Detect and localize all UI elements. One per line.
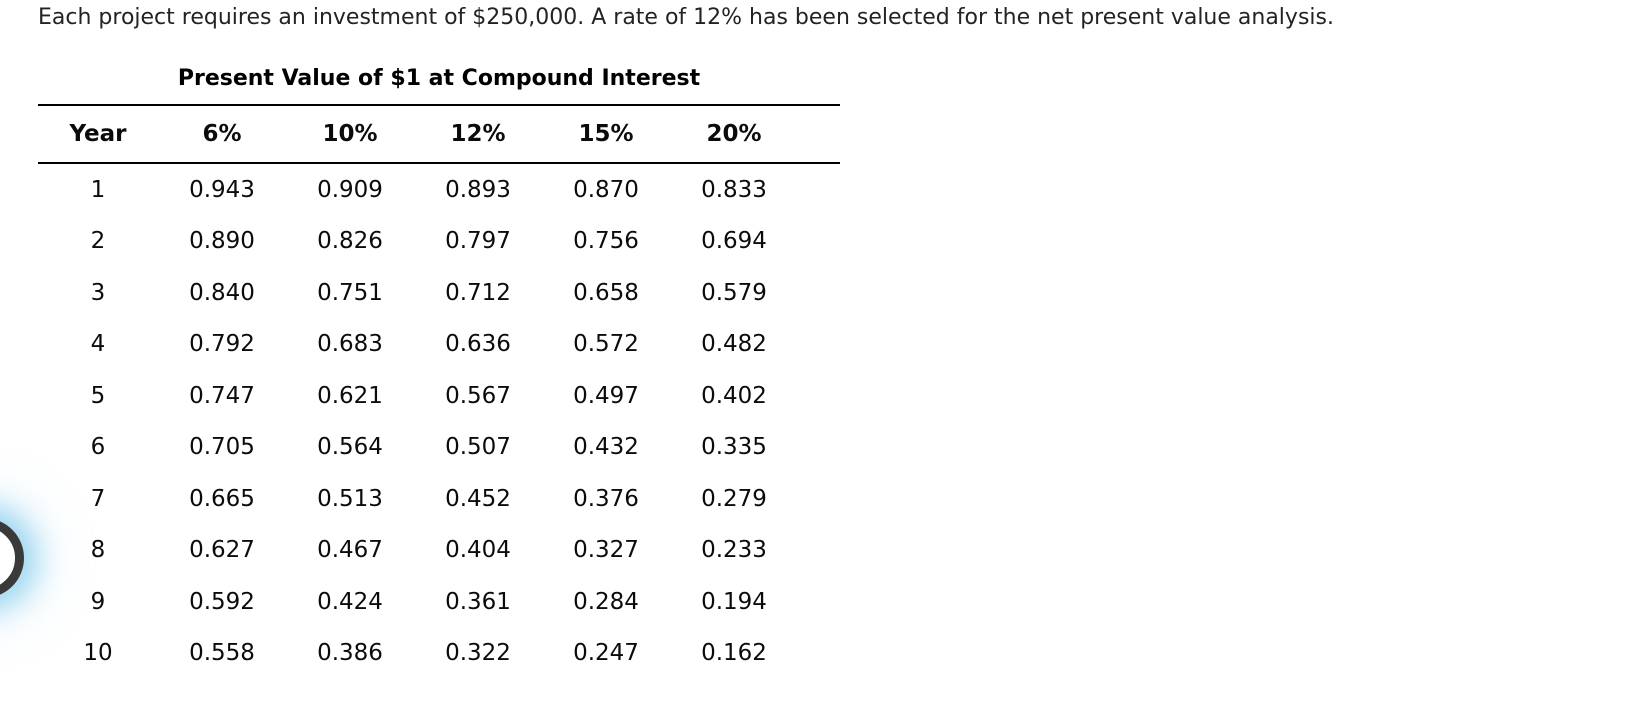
pv-cell: 0.694 [701,228,767,255]
spacer-cell [798,267,840,319]
pv-cell: 0.361 [445,588,511,615]
pv-cell: 0.507 [445,434,511,461]
pv-cell: 0.513 [317,485,383,512]
table-row: 7 0.665 0.513 0.452 0.376 0.279 [38,473,840,525]
cursor-halo-ring-icon [0,518,24,598]
pv-cell: 0.233 [701,537,767,564]
pv-cell: 0.665 [189,485,255,512]
spacer-cell [798,370,840,422]
spacer-cell [798,216,840,268]
present-value-table: Year 6% 10% 12% 15% 20% 1 0.943 0.909 0.… [38,104,840,679]
spacer-cell [798,422,840,474]
year-cell: 3 [90,279,106,306]
pv-cell: 0.194 [701,588,767,615]
year-cell: 1 [90,176,106,203]
pv-cell: 0.870 [573,176,639,203]
spacer-cell [798,628,840,680]
year-cell: 4 [90,331,106,358]
table-row: 3 0.840 0.751 0.712 0.658 0.579 [38,267,840,319]
year-cell: 7 [90,485,106,512]
year-cell: 2 [90,228,106,255]
column-header-year: Year [38,104,158,164]
pv-cell: 0.376 [573,485,639,512]
pv-cell: 0.751 [317,279,383,306]
pv-cell: 0.572 [573,331,639,358]
pv-cell: 0.943 [189,176,255,203]
spacer-cell [798,576,840,628]
pv-cell: 0.322 [445,640,511,667]
intro-text: Each project requires an investment of $… [38,5,1334,30]
pv-cell: 0.658 [573,279,639,306]
year-cell: 8 [90,537,106,564]
present-value-table-section: Present Value of $1 at Compound Interest… [38,58,840,679]
spacer-cell [798,104,840,164]
pv-cell: 0.833 [701,176,767,203]
pv-cell: 0.567 [445,382,511,409]
table-row: 1 0.943 0.909 0.893 0.870 0.833 [38,163,840,216]
pv-cell: 0.279 [701,485,767,512]
spacer-cell [798,319,840,371]
column-header-12pct: 12% [414,104,542,164]
pv-cell: 0.592 [189,588,255,615]
pv-cell: 0.712 [445,279,511,306]
pv-cell: 0.386 [317,640,383,667]
spacer-cell [798,163,840,216]
pv-cell: 0.636 [445,331,511,358]
header-row: Year 6% 10% 12% 15% 20% [38,104,840,164]
pv-cell: 0.327 [573,537,639,564]
pv-cell: 0.497 [573,382,639,409]
pv-cell: 0.909 [317,176,383,203]
table-row: 6 0.705 0.564 0.507 0.432 0.335 [38,422,840,474]
table-row: 8 0.627 0.467 0.404 0.327 0.233 [38,525,840,577]
pv-cell: 0.579 [701,279,767,306]
table-row: 5 0.747 0.621 0.567 0.497 0.402 [38,370,840,422]
pv-cell: 0.890 [189,228,255,255]
year-cell: 5 [90,382,106,409]
pv-cell: 0.747 [189,382,255,409]
pv-cell: 0.284 [573,588,639,615]
pv-cell: 0.621 [317,382,383,409]
spacer-cell [798,473,840,525]
pv-cell: 0.840 [189,279,255,306]
pv-cell: 0.467 [317,537,383,564]
pv-cell: 0.797 [445,228,511,255]
pv-cell: 0.432 [573,434,639,461]
table-row: 10 0.558 0.386 0.322 0.247 0.162 [38,628,840,680]
table-row: 2 0.890 0.826 0.797 0.756 0.694 [38,216,840,268]
pv-cell: 0.402 [701,382,767,409]
pv-cell: 0.404 [445,537,511,564]
spacer-cell [798,525,840,577]
year-cell: 6 [90,434,106,461]
column-header-20pct: 20% [670,104,798,164]
pv-cell: 0.558 [189,640,255,667]
pv-cell: 0.705 [189,434,255,461]
table-row: 4 0.792 0.683 0.636 0.572 0.482 [38,319,840,371]
pv-cell: 0.482 [701,331,767,358]
pv-cell: 0.335 [701,434,767,461]
pv-cell: 0.826 [317,228,383,255]
column-header-15pct: 15% [542,104,670,164]
pv-cell: 0.452 [445,485,511,512]
pv-cell: 0.756 [573,228,639,255]
column-header-10pct: 10% [286,104,414,164]
pv-cell: 0.162 [701,640,767,667]
pv-cell: 0.683 [317,331,383,358]
pv-cell: 0.424 [317,588,383,615]
table-row: 9 0.592 0.424 0.361 0.284 0.194 [38,576,840,628]
pv-cell: 0.247 [573,640,639,667]
pv-cell: 0.893 [445,176,511,203]
pv-cell: 0.627 [189,537,255,564]
pv-cell: 0.792 [189,331,255,358]
year-cell: 10 [83,640,113,667]
column-header-6pct: 6% [158,104,286,164]
table-title: Present Value of $1 at Compound Interest [177,66,701,91]
year-cell: 9 [90,588,106,615]
pv-cell: 0.564 [317,434,383,461]
